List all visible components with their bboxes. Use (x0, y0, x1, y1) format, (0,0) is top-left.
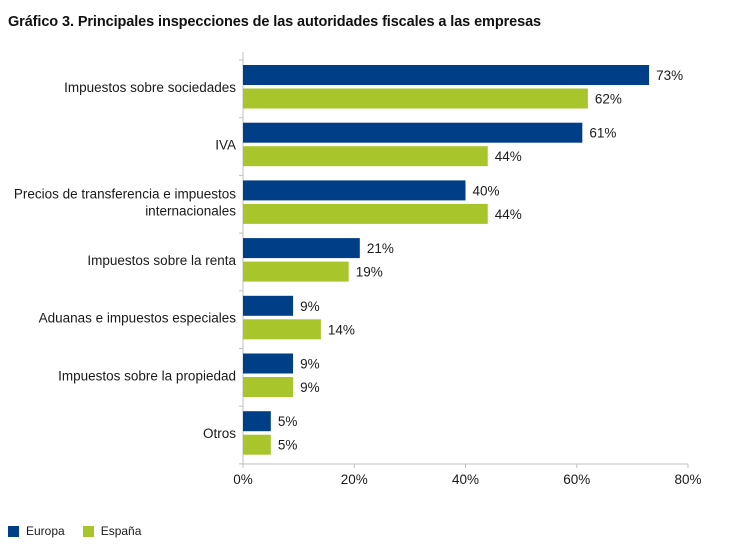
chart-title: Gráfico 3. Principales inspecciones de l… (8, 14, 541, 30)
x-tick-label: 80% (674, 472, 701, 487)
x-tick-label: 0% (233, 472, 253, 487)
x-tick-label: 40% (452, 472, 479, 487)
value-label-europa: 9% (300, 357, 320, 372)
value-label-europa: 61% (589, 126, 616, 141)
legend-swatch-europa (8, 525, 19, 537)
value-label-espana: 9% (300, 380, 320, 395)
bar-europa (243, 411, 271, 432)
x-tick-label: 20% (341, 472, 368, 487)
legend-item-europa: Europa (8, 524, 65, 538)
legend-label-espana: España (100, 524, 142, 538)
value-label-europa: 9% (300, 299, 320, 314)
value-label-espana: 44% (495, 149, 522, 164)
category-label: Impuestos sobre la propiedad (58, 368, 236, 383)
value-label-espana: 5% (278, 438, 298, 453)
value-label-europa: 5% (278, 414, 298, 429)
bar-espana (243, 146, 488, 167)
value-label-espana: 19% (356, 265, 383, 280)
value-label-europa: 73% (656, 68, 683, 83)
bar-espana (243, 203, 488, 224)
legend-item-espana: España (82, 524, 142, 538)
value-label-europa: 21% (367, 241, 394, 256)
legend: Europa España (8, 524, 159, 538)
category-label: Impuestos sobre sociedades (64, 80, 236, 95)
category-label: Aduanas e impuestos especiales (39, 311, 237, 326)
category-label: internacionales (145, 204, 236, 219)
category-label: IVA (215, 137, 236, 152)
category-label: Otros (203, 426, 236, 441)
bar-europa (243, 180, 466, 201)
bar-espana (243, 261, 349, 282)
bar-espana (243, 88, 588, 109)
value-label-espana: 62% (595, 92, 622, 107)
bar-europa (243, 122, 583, 143)
bar-espana (243, 434, 271, 455)
bar-europa (243, 353, 294, 374)
value-label-espana: 14% (328, 322, 355, 337)
bar-espana (243, 319, 321, 340)
bar-europa (243, 65, 650, 85)
legend-label-europa: Europa (26, 524, 65, 538)
value-label-europa: 40% (473, 183, 500, 198)
category-label: Impuestos sobre la renta (87, 253, 236, 268)
bar-europa (243, 238, 360, 259)
legend-swatch-espana (82, 525, 94, 537)
bar-europa (243, 295, 294, 316)
bar-espana (243, 377, 294, 397)
value-label-espana: 44% (495, 207, 522, 222)
x-tick-label: 60% (563, 472, 590, 487)
category-label: Precios de transferencia e impuestos (14, 187, 236, 202)
